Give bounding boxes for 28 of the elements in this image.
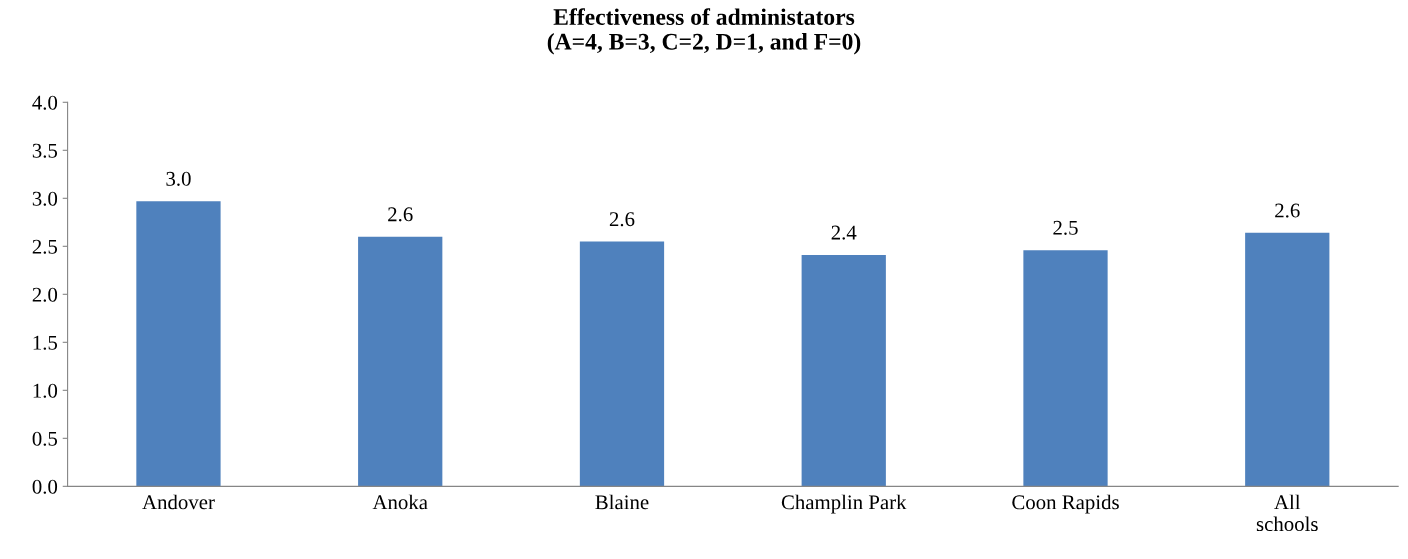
x-tick-label: Champlin Park xyxy=(781,494,907,514)
y-tick-label: 0.5 xyxy=(32,431,58,446)
bar xyxy=(136,201,221,487)
data-label: 2.6 xyxy=(1275,203,1300,218)
y-tick-label: 0.0 xyxy=(32,479,58,494)
bar xyxy=(801,254,886,487)
x-tick-label: Andover xyxy=(142,494,215,510)
data-label: 3.0 xyxy=(166,171,191,186)
y-tick-label: 2.5 xyxy=(32,239,58,254)
y-tick-label: 2.0 xyxy=(32,287,58,302)
y-tick-label: 3.5 xyxy=(32,143,58,158)
bar xyxy=(579,241,665,487)
data-label: 2.6 xyxy=(388,207,413,222)
data-label: 2.6 xyxy=(609,212,635,227)
y-tick-label: 4.0 xyxy=(32,95,58,110)
bar xyxy=(1245,232,1330,487)
chart-title: Effectiveness of administators (A=4, B=3, C=2, D=1, and F=0) xyxy=(547,8,861,55)
x-tick-label: Coon Rapids xyxy=(1012,494,1119,514)
y-tick-label: 1.0 xyxy=(33,383,58,398)
y-tick-label: 3.0 xyxy=(32,191,58,206)
bar xyxy=(358,236,443,487)
y-tick-label: 1.5 xyxy=(33,335,58,350)
bar xyxy=(1023,250,1108,487)
data-label: 2.5 xyxy=(1053,220,1078,235)
x-tick-label: Anoka xyxy=(372,494,428,510)
x-tick-label: Blaine xyxy=(595,494,649,510)
x-tick-label: All schools xyxy=(1256,494,1318,532)
data-label: 2.4 xyxy=(831,225,857,240)
